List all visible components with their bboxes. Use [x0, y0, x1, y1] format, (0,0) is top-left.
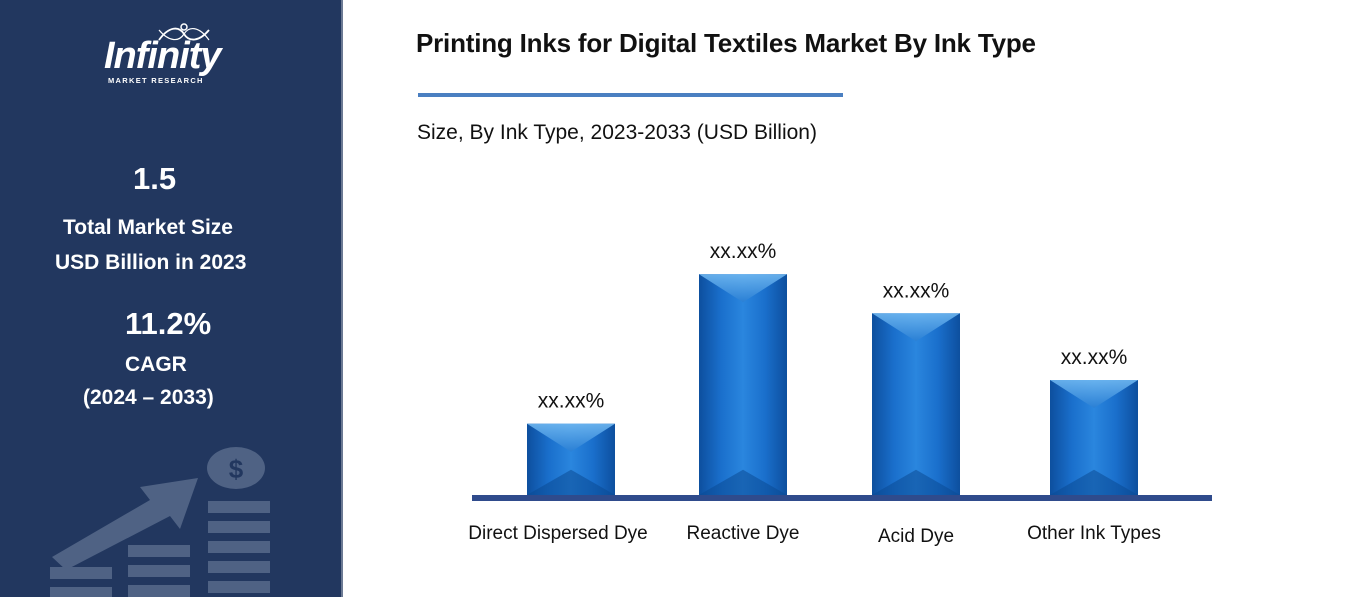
logo-tagline: MARKET RESEARCH	[108, 76, 204, 85]
cagr-label: CAGR	[125, 353, 187, 376]
data-label: xx.xx%	[883, 279, 950, 302]
data-label: xx.xx%	[1061, 346, 1128, 369]
category-label: Acid Dye	[878, 526, 954, 547]
bar-reactive-dye	[699, 274, 787, 495]
dollar-growth-icon: $	[50, 447, 270, 597]
data-label: xx.xx%	[710, 240, 777, 263]
bar-direct-dispersed-dye	[527, 423, 615, 495]
left-sidebar: Infinity MARKET RESEARCH 1.5 Total Marke…	[0, 0, 343, 597]
data-label: xx.xx%	[538, 390, 605, 413]
x-axis-baseline	[472, 495, 1212, 501]
bar-other-ink-types	[1050, 380, 1138, 495]
category-label: Other Ink Types	[1027, 523, 1161, 544]
cagr-period: (2024 – 2033)	[83, 386, 214, 409]
market-size-unit-label: USD Billion in 2023	[55, 251, 247, 274]
chart-subtitle: Size, By Ink Type, 2023-2033 (USD Billio…	[417, 121, 817, 144]
infinity-logo: Infinity MARKET RESEARCH	[104, 22, 244, 88]
market-size-value: 1.5	[133, 161, 177, 196]
category-label: Direct Dispersed Dye	[468, 523, 648, 544]
title-underline	[418, 93, 843, 97]
svg-text:$: $	[229, 454, 244, 484]
market-size-label: Total Market Size	[63, 216, 233, 239]
logo-swirl-icon	[158, 23, 210, 41]
chart-title: Printing Inks for Digital Textiles Marke…	[416, 28, 1036, 58]
cagr-value: 11.2%	[125, 306, 212, 341]
bar-chart: xx.xx% Direct Dispersed Dye xx.xx% Reactive…	[468, 240, 1212, 547]
category-label: Reactive Dye	[687, 523, 800, 544]
bar-acid-dye	[872, 313, 960, 495]
logo-wordmark: Infinity	[104, 35, 222, 77]
